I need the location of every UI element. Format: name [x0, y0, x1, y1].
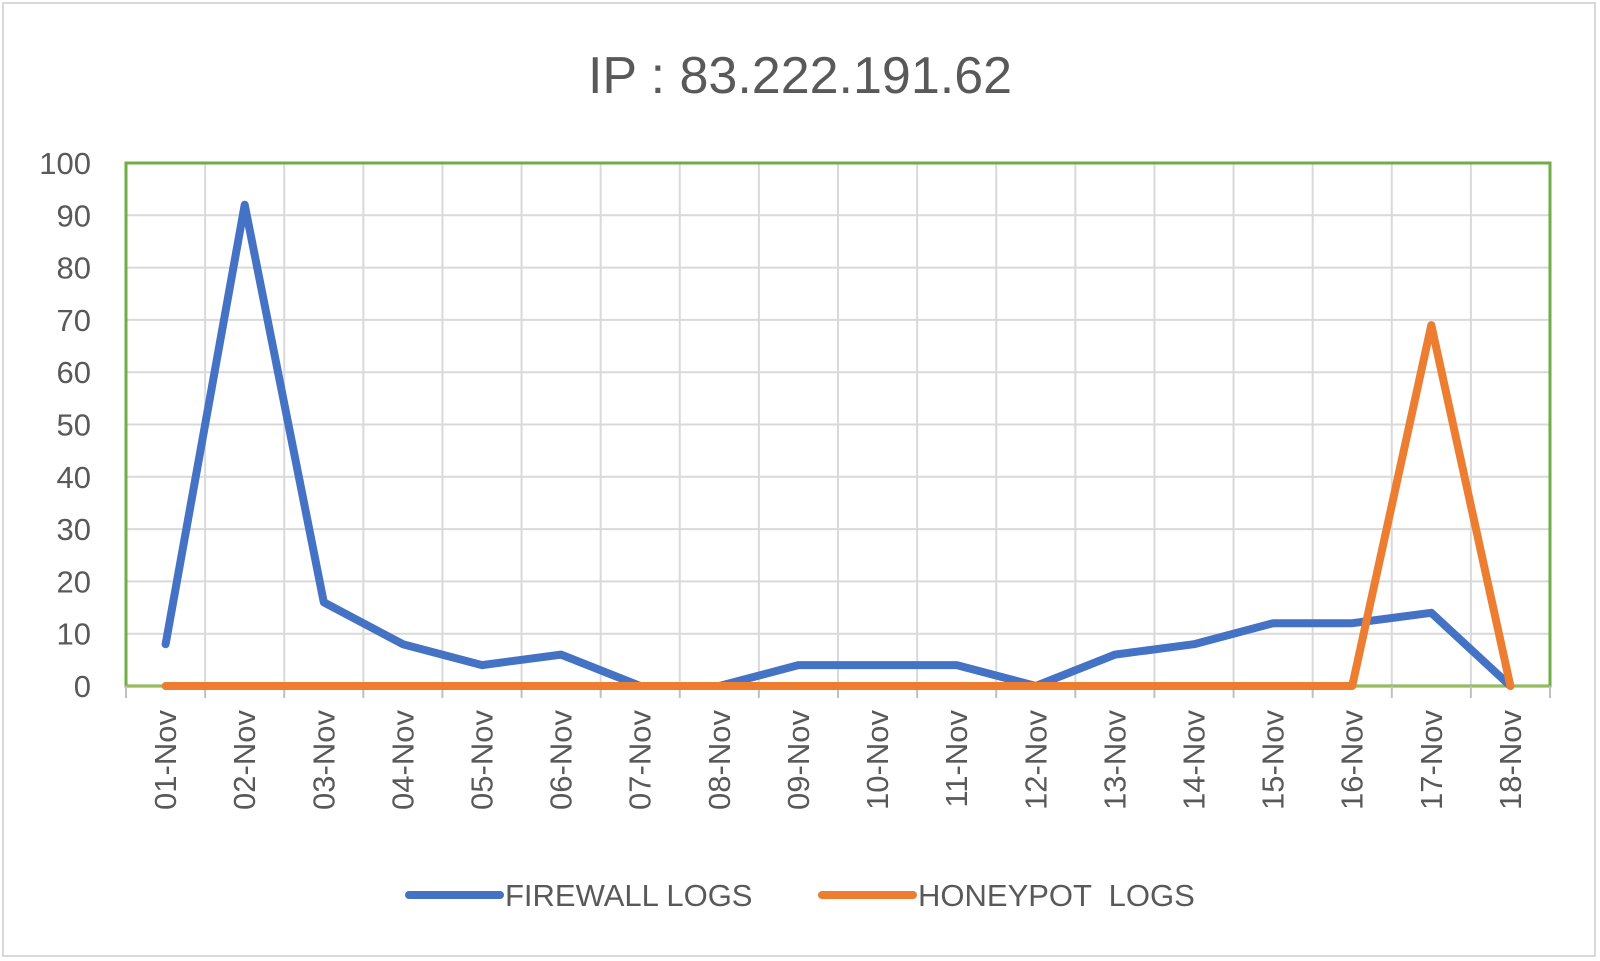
- y-tick-label: 80: [57, 251, 91, 286]
- legend-label: FIREWALL LOGS: [505, 878, 753, 913]
- y-tick-label: 0: [74, 669, 91, 704]
- series-line-0: [161, 200, 1515, 690]
- x-tick-label: 05-Nov: [465, 710, 500, 810]
- x-tick-label: 03-Nov: [306, 710, 341, 810]
- y-tick-label: 50: [57, 408, 91, 443]
- x-tick-label: 11-Nov: [939, 710, 974, 808]
- x-tick-label: 16-Nov: [1335, 710, 1370, 810]
- x-tick-label: 06-Nov: [544, 710, 579, 810]
- x-tick-label: 08-Nov: [702, 710, 737, 810]
- x-tick-label: 15-Nov: [1256, 710, 1291, 810]
- x-tick-label: 10-Nov: [860, 710, 895, 810]
- x-tick-label: 18-Nov: [1493, 710, 1528, 810]
- chart-title: IP : 83.222.191.62: [588, 47, 1012, 105]
- series-line-1: [161, 321, 1515, 690]
- axes: 0 10 20 30 40 50 60 70 80 90 100 01-Nov 02-Nov 03-Nov…: [39, 146, 1552, 810]
- x-tick-label: 02-Nov: [227, 710, 262, 810]
- y-tick-label: 60: [57, 355, 91, 390]
- x-tick-label: 09-Nov: [781, 710, 816, 810]
- x-tick-label: 07-Nov: [623, 710, 658, 810]
- y-tick-label: 40: [57, 460, 91, 495]
- x-tick-label: 17-Nov: [1414, 710, 1449, 810]
- y-tick-label: 20: [57, 564, 91, 599]
- x-tick-label: 01-Nov: [148, 710, 183, 810]
- x-tick-label: 12-Nov: [1018, 710, 1053, 810]
- y-tick-label: 30: [57, 512, 91, 547]
- y-tick-label: 10: [57, 617, 91, 652]
- x-tick-label: 14-Nov: [1177, 710, 1212, 810]
- legend-label: HONEYPOT LOGS: [918, 878, 1195, 913]
- y-tick-label: 100: [39, 146, 91, 181]
- y-tick-label: 70: [57, 303, 91, 338]
- x-tick-label: 04-Nov: [385, 710, 420, 810]
- legend: FIREWALL LOGS HONEYPOT LOGS: [405, 878, 1195, 913]
- y-tick-label: 90: [57, 198, 91, 233]
- series-lines: [161, 200, 1515, 690]
- x-tick-label: 13-Nov: [1097, 710, 1132, 810]
